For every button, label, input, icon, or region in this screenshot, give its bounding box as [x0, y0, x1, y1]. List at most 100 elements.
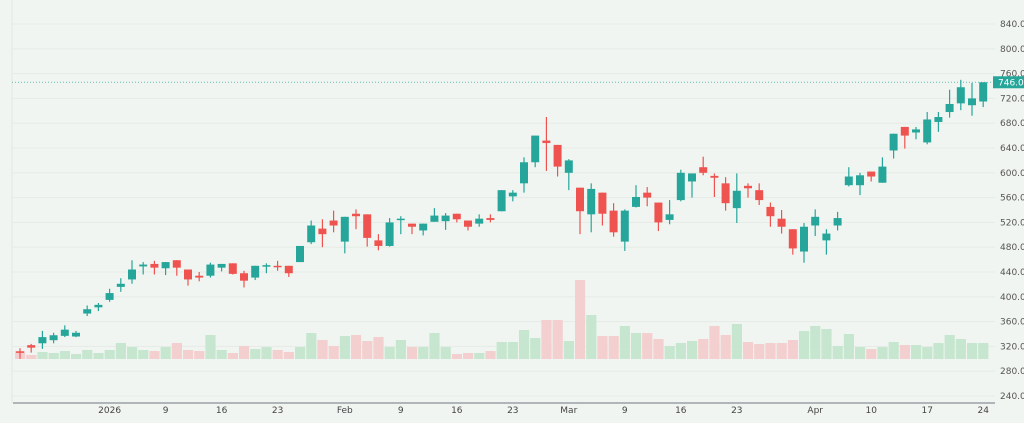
grid-lines [11, 0, 995, 403]
candle-body [128, 269, 136, 280]
volume-bar [71, 354, 82, 359]
candle-body [251, 265, 260, 278]
candle [766, 202, 775, 227]
candle [822, 229, 831, 255]
volume-bar [631, 333, 642, 359]
y-tick-label: 640.0 [1000, 144, 1024, 154]
candle-body [508, 192, 517, 197]
price-axis[interactable]: 240.0 280.0 320.0 360.0 400.0 440.0 480.0 520.0… [1000, 20, 1024, 402]
candle [856, 172, 864, 196]
volume-bar [239, 346, 250, 359]
volume-bar [675, 343, 686, 359]
candle-body [822, 233, 831, 241]
candle [889, 133, 898, 159]
candle-body [564, 160, 573, 173]
candle-body [49, 335, 58, 341]
candle-body [598, 192, 607, 214]
candle [979, 82, 988, 108]
candle [800, 223, 808, 263]
candle [430, 208, 439, 222]
y-tick-label: 560.0 [1000, 194, 1024, 204]
candle-body [228, 263, 237, 274]
y-tick-label: 840.0 [1000, 20, 1024, 30]
volume-bar [944, 335, 955, 359]
volume-bar [832, 346, 843, 359]
volume-bar [597, 336, 608, 359]
candle [878, 157, 887, 183]
candle [654, 202, 663, 232]
candle [150, 260, 159, 275]
candle [968, 82, 976, 116]
candle-body [777, 218, 786, 227]
candle [27, 343, 36, 353]
volume-bar [575, 280, 586, 359]
volume-bar [978, 343, 989, 359]
candle [284, 265, 293, 277]
candle-body [161, 262, 170, 269]
volume-bar [485, 351, 496, 359]
volume-bar [586, 315, 597, 359]
volume-bar [474, 353, 485, 359]
volume-bar [563, 341, 574, 359]
candle [352, 209, 360, 230]
candle-body [676, 172, 685, 201]
volume-bar [731, 324, 742, 359]
candle [900, 126, 909, 149]
x-tick-label: 16 [451, 406, 463, 416]
candle [72, 330, 80, 338]
candle [811, 209, 820, 237]
candle-body [912, 129, 920, 133]
candle-body [542, 140, 551, 144]
candle [755, 183, 764, 206]
volume-bar [709, 326, 720, 359]
candle [923, 112, 932, 145]
volume-bar [955, 339, 966, 359]
candle [228, 263, 237, 275]
y-tick-label: 720.0 [1000, 94, 1024, 104]
candle-body [878, 166, 887, 183]
candle-body [811, 216, 820, 226]
volume-bar [183, 350, 194, 359]
volume-bar [463, 353, 474, 359]
volume-bar [272, 350, 283, 359]
volume-bar [93, 353, 104, 359]
x-tick-label: 23 [272, 406, 283, 416]
candle [643, 187, 652, 207]
volume-bar [250, 349, 261, 359]
candle [676, 169, 685, 202]
candle-body [867, 171, 876, 177]
volume-bar [127, 347, 138, 359]
candle [262, 263, 271, 274]
volume-bar [530, 338, 541, 359]
time-axis[interactable]: 2026 9 16 23 Feb 9 16 23 Mar 9 16 23 Apr 10 17 24 [13, 402, 995, 416]
candle [867, 171, 876, 182]
volume-bar [911, 345, 922, 359]
candle [60, 325, 69, 338]
volume-bar [698, 339, 709, 359]
candle [912, 126, 920, 140]
volume-bar [642, 333, 653, 359]
candle [128, 260, 136, 284]
volume-bar [328, 346, 339, 359]
volume-bar [922, 347, 933, 359]
candle [844, 167, 853, 187]
candle [408, 223, 416, 235]
candle [363, 214, 372, 247]
candle-body [923, 119, 932, 143]
candle-body [497, 190, 506, 212]
candle-body [172, 260, 181, 268]
volume-bar [194, 351, 205, 359]
volume-bar [855, 347, 866, 359]
candle-body [800, 226, 808, 252]
candle-body [150, 263, 159, 268]
volume-bar [967, 343, 978, 359]
candle-body [934, 117, 943, 122]
candle-body [609, 210, 618, 233]
volume-bar [810, 326, 821, 359]
candle-body [665, 214, 674, 220]
x-tick-label: 17 [921, 406, 932, 416]
last-price-label: 746.0 [998, 78, 1024, 88]
volume-bar [395, 340, 406, 359]
candle-body [755, 190, 764, 201]
